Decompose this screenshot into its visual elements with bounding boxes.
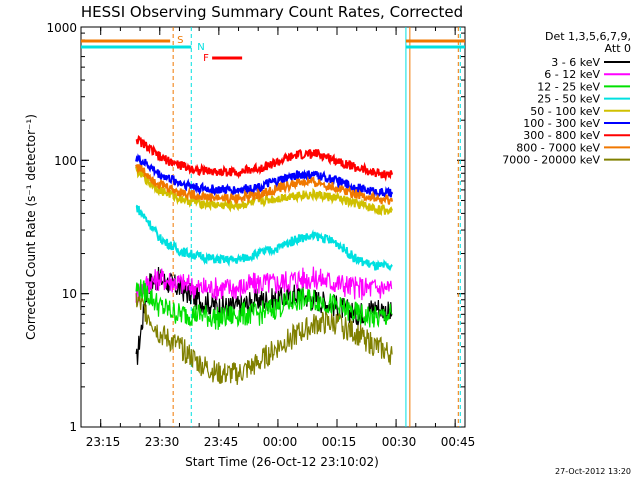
plot-frame [80, 26, 466, 428]
chart-title: HESSI Observing Summary Count Rates, Cor… [81, 3, 463, 21]
legend-entry-label: 6 - 12 keV [544, 68, 600, 81]
legend-entry-label: 300 - 800 keV [523, 129, 600, 142]
x-tick-label: 23:15 [86, 435, 121, 449]
y-tick-label: 100 [54, 154, 77, 168]
x-axis-label: Start Time (26-Oct-12 23:10:02) [185, 455, 379, 469]
x-tick-label: 23:45 [204, 435, 239, 449]
series-line-2 [135, 279, 393, 330]
y-axis-label: Corrected Count Rate (s⁻¹ detector⁻¹) [24, 114, 38, 340]
legend-entry-label: 100 - 300 keV [523, 117, 600, 130]
series-line-6 [135, 135, 394, 182]
series-line-7 [135, 164, 394, 205]
x-tick-label: 00:15 [322, 435, 357, 449]
x-tick-label: 23:30 [145, 435, 180, 449]
marker-label-n: N [197, 42, 204, 53]
marker-label-f: F [203, 53, 209, 64]
legend-entry-label: 25 - 50 keV [537, 93, 600, 106]
series-layer [135, 135, 394, 385]
series-line-4 [135, 165, 394, 217]
legend-entry-label: 800 - 7000 keV [516, 141, 600, 154]
x-tick-label: 00:00 [263, 435, 298, 449]
y-tick-label: 10 [62, 287, 77, 301]
series-line-8 [135, 293, 393, 385]
timestamp: 27-Oct-2012 13:20 [555, 467, 631, 476]
legend-header-line2: Att 0 [605, 42, 631, 55]
legend-entry-label: 12 - 25 keV [537, 80, 600, 93]
legend-header-line1: Det 1,3,5,6,7,9, [545, 30, 631, 43]
marker-label-s: S [177, 35, 183, 46]
legend-entry-label: 7000 - 20000 keV [502, 154, 600, 167]
y-tick-label: 1000 [46, 21, 77, 35]
legend-entry-label: 50 - 100 keV [530, 105, 600, 118]
series-line-3 [135, 204, 393, 272]
x-tick-label: 00:45 [441, 435, 476, 449]
y-tick-label: 1 [69, 420, 77, 434]
legend-entry-label: 3 - 6 keV [551, 56, 600, 69]
series-line-1 [135, 266, 393, 303]
axis-ticks [81, 26, 465, 428]
x-tick-label: 00:30 [382, 435, 417, 449]
event-markers: S NF [81, 27, 465, 427]
